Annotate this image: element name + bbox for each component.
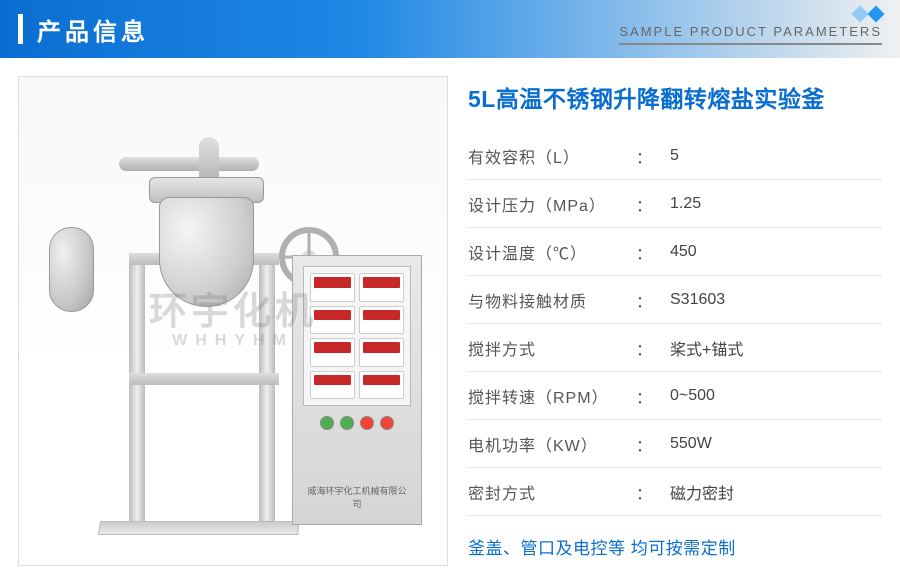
spec-colon: ： [636, 192, 670, 216]
spec-row: 与物料接触材质：S31603 [468, 276, 882, 324]
spec-colon: ： [636, 240, 670, 264]
spec-value: S31603 [670, 291, 725, 309]
spec-colon: ： [636, 288, 670, 312]
spec-label: 密封方式 [468, 480, 636, 504]
header-bar: 产品信息 SAMPLE PRODUCT PARAMETERS [0, 0, 900, 58]
spec-colon: ： [636, 144, 670, 168]
spec-label: 电机功率（KW） [468, 432, 636, 456]
spec-label: 搅拌方式 [468, 336, 636, 360]
header-accent-bar [18, 14, 23, 44]
spec-value: 磁力密封 [670, 480, 734, 504]
customization-note: 釜盖、管口及电控等 均可按需定制 [468, 534, 882, 559]
spec-value: 1.25 [670, 195, 701, 213]
spec-row: 电机功率（KW）：550W [468, 420, 882, 468]
spec-label: 有效容积（L） [468, 144, 636, 168]
spec-value: 桨式+锚式 [670, 336, 743, 360]
spec-colon: ： [636, 480, 670, 504]
spec-row: 有效容积（L）：5 [468, 132, 882, 180]
spec-colon: ： [636, 432, 670, 456]
manufacturer-label: 威海环宇化工机械有限公司 [307, 484, 407, 510]
spec-value: 0~500 [670, 387, 715, 405]
product-image: 威海环宇化工机械有限公司 环宇化机 WHHYHM [18, 76, 448, 566]
spec-colon: ： [636, 384, 670, 408]
header-title: 产品信息 [37, 12, 149, 47]
spec-value: 5 [670, 147, 679, 165]
spec-label: 与物料接触材质 [468, 288, 636, 312]
diamond-icons [619, 8, 882, 20]
spec-colon: ： [636, 336, 670, 360]
spec-row: 设计压力（MPa）：1.25 [468, 180, 882, 228]
spec-label: 设计温度（℃） [468, 240, 636, 264]
spec-value: 450 [670, 243, 697, 261]
content-area: 威海环宇化工机械有限公司 环宇化机 WHHYHM 5L高温不锈钢升降翻转熔盐实验… [0, 58, 900, 566]
spec-row: 搅拌转速（RPM）：0~500 [468, 372, 882, 420]
diamond-icon [868, 6, 885, 23]
equipment-illustration: 威海环宇化工机械有限公司 [19, 77, 447, 565]
spec-row: 密封方式：磁力密封 [468, 468, 882, 516]
spec-label: 设计压力（MPa） [468, 192, 636, 216]
product-title: 5L高温不锈钢升降翻转熔盐实验釜 [468, 80, 882, 114]
header-subtitle: SAMPLE PRODUCT PARAMETERS [619, 24, 882, 45]
spec-row: 搅拌方式：桨式+锚式 [468, 324, 882, 372]
header-right: SAMPLE PRODUCT PARAMETERS [619, 8, 882, 45]
diamond-icon [852, 6, 869, 23]
control-cabinet: 威海环宇化工机械有限公司 [292, 255, 422, 525]
product-info: 5L高温不锈钢升降翻转熔盐实验釜 有效容积（L）：5设计压力（MPa）：1.25… [468, 76, 882, 566]
spec-table: 有效容积（L）：5设计压力（MPa）：1.25设计温度（℃）：450与物料接触材… [468, 132, 882, 516]
spec-row: 设计温度（℃）：450 [468, 228, 882, 276]
spec-value: 550W [670, 435, 712, 453]
spec-label: 搅拌转速（RPM） [468, 384, 636, 408]
